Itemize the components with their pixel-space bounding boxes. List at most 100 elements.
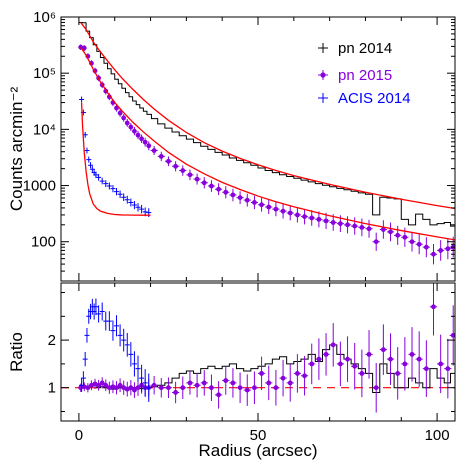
top-data-point [114, 187, 120, 196]
bottom-data-point [93, 298, 99, 316]
bottom-y-tick-label: 2 [48, 332, 56, 349]
bottom-data-point [121, 328, 127, 352]
bottom-data-point [279, 359, 287, 397]
top-data-point [157, 151, 165, 162]
top-y-tick-label: 10⁴ [33, 121, 56, 138]
top-data-point [89, 166, 95, 173]
top-data-point [222, 186, 230, 199]
top-data-point [358, 218, 366, 237]
top-panel: 100 1000 10⁴ 10⁵ 10⁶ Counts arcmin⁻² [7, 9, 456, 282]
top-data-point [124, 119, 130, 127]
bottom-data-point [132, 382, 137, 398]
bottom-frame [60, 282, 456, 422]
bottom-data-point [415, 331, 423, 387]
top-data-point [394, 225, 402, 245]
bottom-data-point [150, 376, 158, 395]
top-step-line [78, 21, 455, 227]
x-tick-label: 50 [250, 427, 267, 444]
top-data-point [422, 237, 430, 258]
top-data-point [86, 156, 92, 163]
legend-item-pn-2015: pn 2015 [318, 67, 392, 84]
bottom-data-point [106, 311, 112, 331]
top-data-point [150, 146, 158, 156]
bottom-data-point [343, 336, 352, 382]
bottom-data-point [79, 378, 85, 393]
top-data-point [139, 134, 144, 144]
bottom-data-point [110, 320, 116, 341]
top-data-point [172, 161, 180, 172]
legend-item-acis-2014: ACIS 2014 [318, 90, 411, 107]
top-data-point [84, 147, 90, 154]
top-data-point [124, 195, 130, 204]
top-series-pn-2014-0 [78, 21, 455, 227]
bottom-data-point [444, 338, 452, 399]
top-data-point [193, 173, 201, 185]
bottom-data-point [103, 379, 109, 392]
bottom-data-point [272, 369, 280, 406]
top-series-model-curve-5 [80, 102, 151, 216]
top-data-point [164, 156, 173, 167]
bottom-data-point [358, 349, 366, 398]
x-tick-label: 0 [75, 427, 83, 444]
bottom-y-axis-label: Ratio [7, 332, 26, 372]
bottom-data-point [157, 377, 165, 398]
legend: pn 2014 pn 2015 ACIS 2014 [318, 40, 411, 107]
top-data-point [286, 205, 294, 221]
bottom-data-point [82, 352, 88, 367]
top-data-point [146, 141, 152, 151]
bottom-data-point [372, 362, 380, 413]
bottom-data-point [250, 371, 258, 404]
top-data-point [236, 191, 244, 205]
bottom-y-tick-label: 1 [48, 380, 56, 397]
top-series-model-curve-3 [80, 22, 455, 210]
bottom-data-point [293, 354, 301, 393]
bottom-data-point [179, 376, 187, 399]
bottom-series-pn-2015-1 [78, 283, 455, 413]
bottom-data-point [96, 305, 102, 323]
top-data-point [265, 200, 273, 215]
bottom-data-point [142, 369, 148, 397]
top-data-point [179, 165, 187, 176]
top-data-point [128, 123, 134, 132]
bottom-data-point [258, 356, 266, 391]
bottom-data-point [200, 370, 208, 396]
top-model-line [80, 22, 455, 210]
bottom-data-point [186, 371, 194, 395]
top-data-point [135, 203, 141, 212]
top-data-point [142, 137, 148, 147]
bottom-data-point [128, 380, 134, 396]
legend-item-pn-2014: pn 2014 [318, 40, 392, 57]
bottom-data-point [308, 343, 316, 385]
top-data-point [132, 127, 137, 136]
top-y-tick-label: 100 [31, 234, 56, 251]
top-data-point [258, 197, 266, 212]
top-data-point [200, 177, 208, 189]
top-model-line [80, 102, 151, 216]
top-data-point [308, 210, 316, 226]
top-data-point [322, 212, 330, 230]
top-y-tick-label: 10⁶ [33, 9, 56, 26]
bottom-data-point [236, 372, 244, 403]
top-data-point [429, 244, 438, 265]
top-data-point [293, 207, 301, 223]
top-data-point [386, 222, 395, 242]
top-data-point [279, 203, 287, 219]
top-data-point [110, 185, 116, 193]
bottom-data-point [117, 324, 123, 347]
top-data-point [272, 202, 280, 217]
bottom-data-point [96, 379, 102, 391]
bottom-data-point [215, 381, 223, 409]
bottom-series-pn-2014-0 [78, 344, 455, 393]
top-data-point [131, 200, 137, 210]
top-data-point [365, 219, 373, 238]
top-data-point [437, 240, 445, 261]
top-data-point [415, 234, 423, 255]
top-data-point [88, 162, 94, 169]
top-data-point [215, 183, 223, 196]
top-data-point [300, 208, 309, 225]
bottom-data-point [422, 340, 430, 397]
bottom-data-point [429, 283, 438, 336]
bottom-data-point [146, 373, 152, 402]
bottom-data-point [365, 330, 373, 379]
